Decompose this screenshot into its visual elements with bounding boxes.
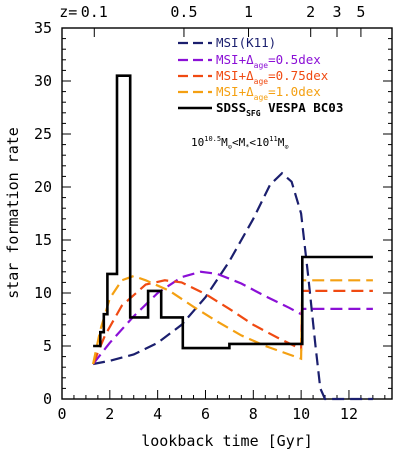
y-tick-label: 0 [43, 390, 52, 408]
z-tick-label: 2 [306, 3, 315, 21]
mass-range-annotation: 1010.5M⊙<M*<1011M⊙ [191, 135, 289, 151]
series-lines [92, 74, 373, 401]
axis-ticks [61, 27, 392, 400]
legend: MSI(K11) MSI+Δage=0.5dexMSI+Δage=0.75dexM… [178, 35, 343, 118]
x-tick-label: 12 [340, 405, 358, 423]
x-tick-label: 8 [249, 405, 258, 423]
z-axis-prefix: z= [59, 3, 77, 21]
z-tick-label: 1 [244, 3, 253, 21]
z-tick-label: 3 [332, 3, 341, 21]
x-tick-label: 10 [292, 405, 310, 423]
z-tick-label: 0.1 [81, 3, 108, 21]
x-tick-label: 2 [105, 405, 114, 423]
y-tick-label: 5 [43, 337, 52, 355]
series-line-3 [92, 274, 373, 365]
x-tick-label: 0 [57, 405, 66, 423]
series-line-2 [92, 279, 373, 365]
y-tick-label: 35 [34, 19, 52, 37]
legend-label: MSI+Δage=0.5dex [216, 52, 321, 70]
y-tick-label: 10 [34, 284, 52, 302]
series-line-4 [93, 74, 373, 350]
y-tick-label: 15 [34, 231, 52, 249]
x-tick-label: 6 [201, 405, 210, 423]
legend-label: MSI+Δage=1.0dex [216, 84, 321, 102]
y-tick-label: 30 [34, 72, 52, 90]
z-tick-label: 0.5 [170, 3, 197, 21]
plot-frame [61, 27, 393, 400]
legend-label: SDSSSFG VESPA BC03 [216, 100, 343, 118]
y-tick-label: 25 [34, 125, 52, 143]
y-tick-label: 20 [34, 178, 52, 196]
legend-label: MSI(K11) [216, 35, 276, 50]
legend-label: MSI+Δage=0.75dex [216, 68, 329, 86]
x-tick-label: 4 [153, 405, 162, 423]
series-line-0 [92, 171, 373, 401]
y-axis-label: star formation rate [4, 127, 22, 299]
z-tick-label: 5 [356, 3, 365, 21]
x-axis-label: lookback time [Gyr] [141, 432, 313, 450]
